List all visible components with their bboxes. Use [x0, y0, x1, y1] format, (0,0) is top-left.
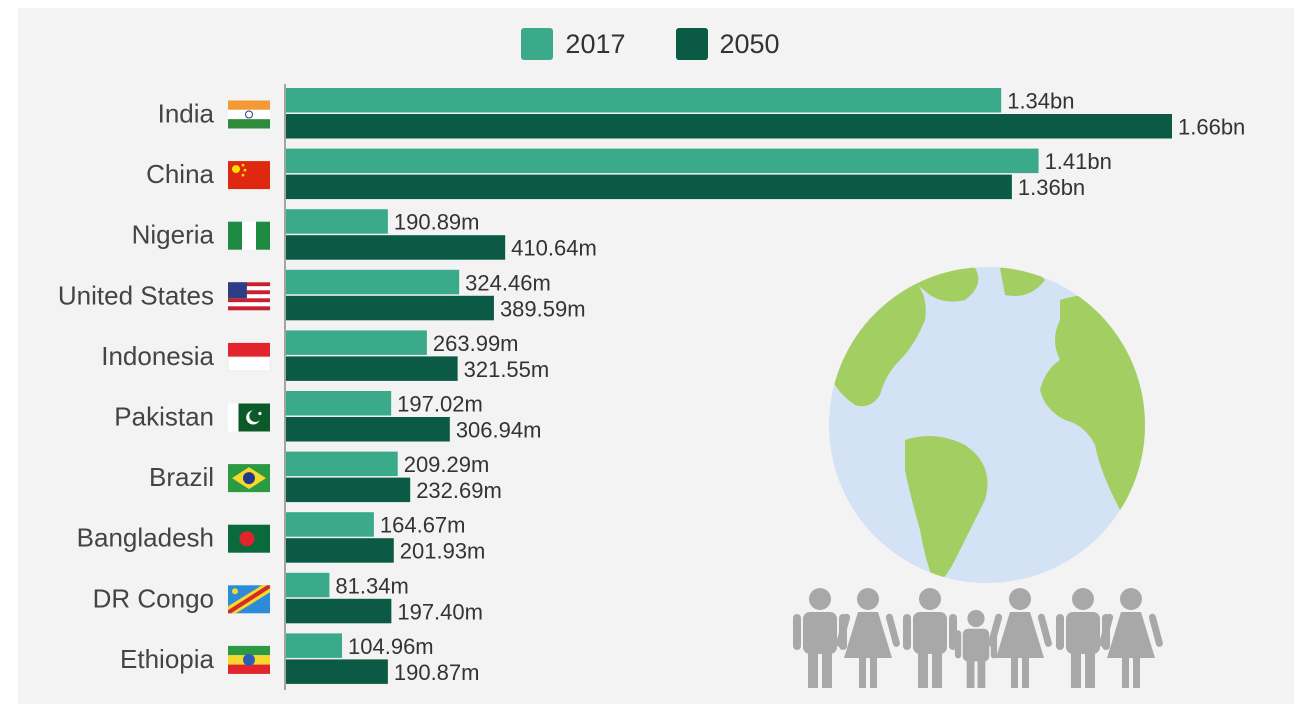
value-label: 389.59m — [500, 296, 586, 321]
value-label: 1.66bn — [1178, 115, 1245, 140]
bar-2017[interactable] — [286, 330, 427, 355]
bar-2017[interactable] — [286, 391, 392, 416]
category-label: Indonesia — [101, 341, 214, 371]
category-label: DR Congo — [93, 583, 214, 613]
category-label: Nigeria — [132, 220, 215, 250]
legend-item-2017[interactable]: 2017 — [521, 28, 626, 60]
legend-swatch-2017 — [521, 28, 554, 60]
category-label: United States — [58, 280, 214, 310]
value-label: 321.55m — [464, 357, 550, 382]
value-label: 81.34m — [335, 573, 408, 598]
legend-item-2050[interactable]: 2050 — [675, 28, 780, 60]
value-label: 190.89m — [394, 210, 480, 235]
value-label: 190.87m — [394, 660, 480, 685]
value-label: 306.94m — [456, 418, 542, 443]
bar-2050[interactable] — [286, 356, 458, 381]
value-label: 263.99m — [433, 331, 519, 356]
india-flag-icon — [228, 100, 270, 129]
value-label: 1.34bn — [1007, 89, 1074, 114]
bar-2017[interactable] — [286, 572, 330, 598]
ethiopia-flag-icon — [228, 645, 270, 674]
value-label: 164.67m — [380, 513, 466, 538]
value-label: 201.93m — [400, 539, 486, 564]
bar-2017[interactable] — [286, 451, 398, 477]
bar-2050[interactable] — [286, 598, 392, 624]
value-label: 104.96m — [348, 634, 434, 659]
category-label: Brazil — [149, 462, 214, 492]
bar-2050[interactable] — [286, 295, 494, 321]
value-label: 1.41bn — [1045, 149, 1112, 174]
category-label: Pakistan — [114, 402, 214, 432]
people-icon — [793, 588, 1163, 688]
bangladesh-flag-icon — [228, 524, 270, 553]
bar-2017[interactable] — [286, 269, 460, 295]
bar-2017[interactable] — [286, 148, 1039, 174]
bar-2050[interactable] — [286, 114, 1172, 139]
bar-2050[interactable] — [286, 538, 394, 563]
globe-icon — [829, 267, 1145, 583]
usa-flag-icon — [228, 282, 270, 311]
legend-label-2050: 2050 — [719, 28, 780, 59]
bar-2050[interactable] — [286, 174, 1012, 200]
china-flag-icon — [228, 161, 270, 190]
nigeria-flag-icon — [228, 221, 270, 250]
brazil-flag-icon — [228, 464, 270, 493]
bar-2017[interactable] — [286, 88, 1002, 113]
bar-2017[interactable] — [286, 633, 343, 658]
indonesia-flag-icon — [227, 342, 271, 372]
bar-2050[interactable] — [286, 477, 411, 503]
category-label: Ethiopia — [120, 644, 214, 674]
bar-2017[interactable] — [286, 209, 388, 234]
value-label: 197.02m — [397, 392, 483, 417]
pakistan-flag-icon — [228, 403, 270, 432]
legend-label-2017: 2017 — [565, 28, 626, 59]
value-label: 209.29m — [404, 452, 490, 477]
category-label: India — [158, 99, 215, 129]
category-label: Bangladesh — [77, 523, 214, 553]
drcongo-flag-icon — [228, 585, 270, 614]
legend: 2017 2050 — [0, 28, 1301, 60]
value-label: 232.69m — [416, 478, 502, 503]
value-label: 324.46m — [465, 270, 551, 295]
value-label: 197.40m — [397, 599, 483, 624]
bar-2050[interactable] — [286, 417, 450, 442]
bar-2017[interactable] — [286, 512, 374, 537]
bar-2050[interactable] — [286, 235, 506, 260]
value-label: 410.64m — [511, 236, 597, 261]
bar-2050[interactable] — [286, 659, 388, 684]
category-label: China — [146, 159, 214, 189]
legend-swatch-2050 — [675, 28, 708, 60]
value-label: 1.36bn — [1018, 175, 1085, 200]
